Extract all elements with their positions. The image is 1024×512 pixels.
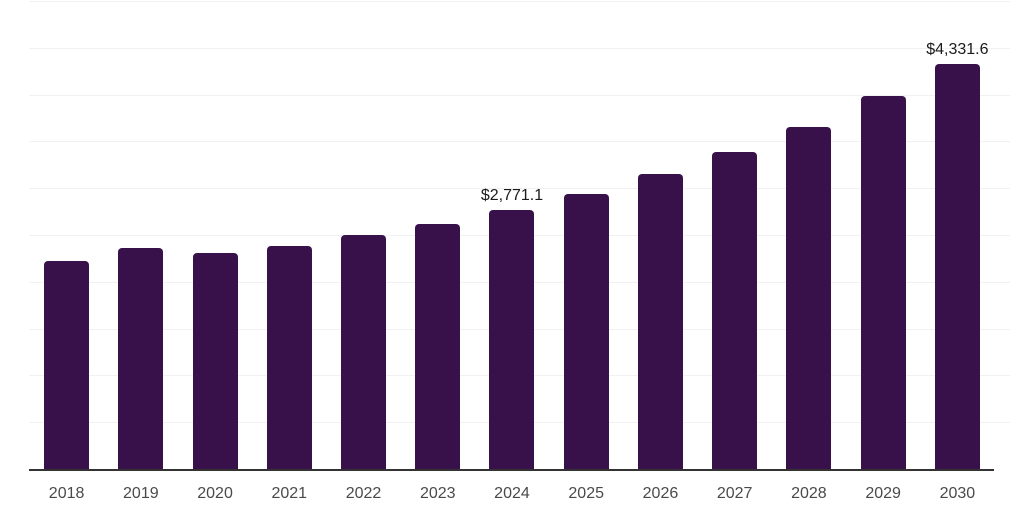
bar-2023[interactable] [415, 223, 461, 469]
value-label-2030: $4,331.6 [926, 40, 989, 58]
x-tick-label-2024: 2024 [494, 485, 530, 502]
x-tick-label-2018: 2018 [48, 485, 85, 502]
bar-2020[interactable] [192, 252, 238, 469]
gridline [29, 94, 1010, 96]
bar-2021[interactable] [266, 246, 312, 469]
value-label-2024: $2,771.1 [480, 186, 544, 204]
x-tick-label-2022: 2022 [345, 485, 382, 502]
x-tick-label-2025: 2025 [568, 485, 604, 502]
x-tick-label-2019: 2019 [123, 485, 159, 502]
bar-2025[interactable] [563, 193, 609, 469]
plot-area: $2,771.1 $4,331.6 [29, 1, 1010, 469]
bar-2029[interactable] [860, 96, 906, 469]
x-tick-label-2021: 2021 [271, 485, 308, 502]
x-tick-label-2023: 2023 [419, 485, 456, 502]
x-tick-label-2029: 2029 [865, 485, 901, 502]
bar-2022[interactable] [341, 234, 387, 469]
bar-2018[interactable] [44, 260, 90, 469]
bar-2027[interactable] [712, 151, 758, 469]
x-tick-label-2030: 2030 [939, 485, 976, 502]
bar-2026[interactable] [637, 174, 683, 469]
gridline [29, 188, 1010, 190]
bar-2028[interactable] [786, 126, 832, 469]
x-axis-line [29, 469, 994, 471]
x-tick-label-2020: 2020 [197, 485, 233, 502]
bar-2030[interactable] [934, 63, 980, 469]
gridline [29, 47, 1010, 49]
x-tick-label-2028: 2028 [791, 485, 827, 502]
gridline [29, 1, 1010, 2]
bar-2019[interactable] [118, 248, 164, 469]
gridline [29, 141, 1010, 143]
x-axis-labels: 2018 2019 2020 2021 2022 2023 2024 2025 2026 2027… [0, 485, 1024, 505]
bar-2024[interactable] [489, 209, 535, 469]
x-tick-label-2026: 2026 [642, 485, 679, 502]
x-tick-label-2027: 2027 [716, 485, 753, 502]
